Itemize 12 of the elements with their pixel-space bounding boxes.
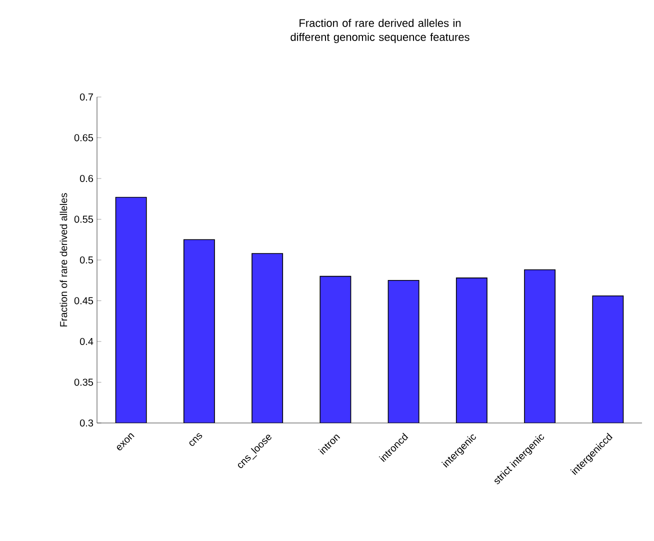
x-tick-label: cns [189,433,202,446]
y-tick-label: 0.7 [80,93,93,101]
y-tick-label: 0.4 [80,338,94,346]
y-tick-label: 0.5 [80,256,94,264]
y-tick-label: 0.65 [74,134,94,142]
y-tick-label: 0.35 [74,378,94,386]
y-tick-label: 0.45 [74,297,94,304]
y-axis-title: Fraction of rare derived alleles [60,193,68,326]
y-tick-label: 0.3 [80,419,94,427]
y-tick-label: 0.55 [74,216,94,223]
y-tick-label: 0.6 [80,174,94,182]
chart-title: Fraction of rare derived alleles in different genomic sequence features [290,18,470,44]
